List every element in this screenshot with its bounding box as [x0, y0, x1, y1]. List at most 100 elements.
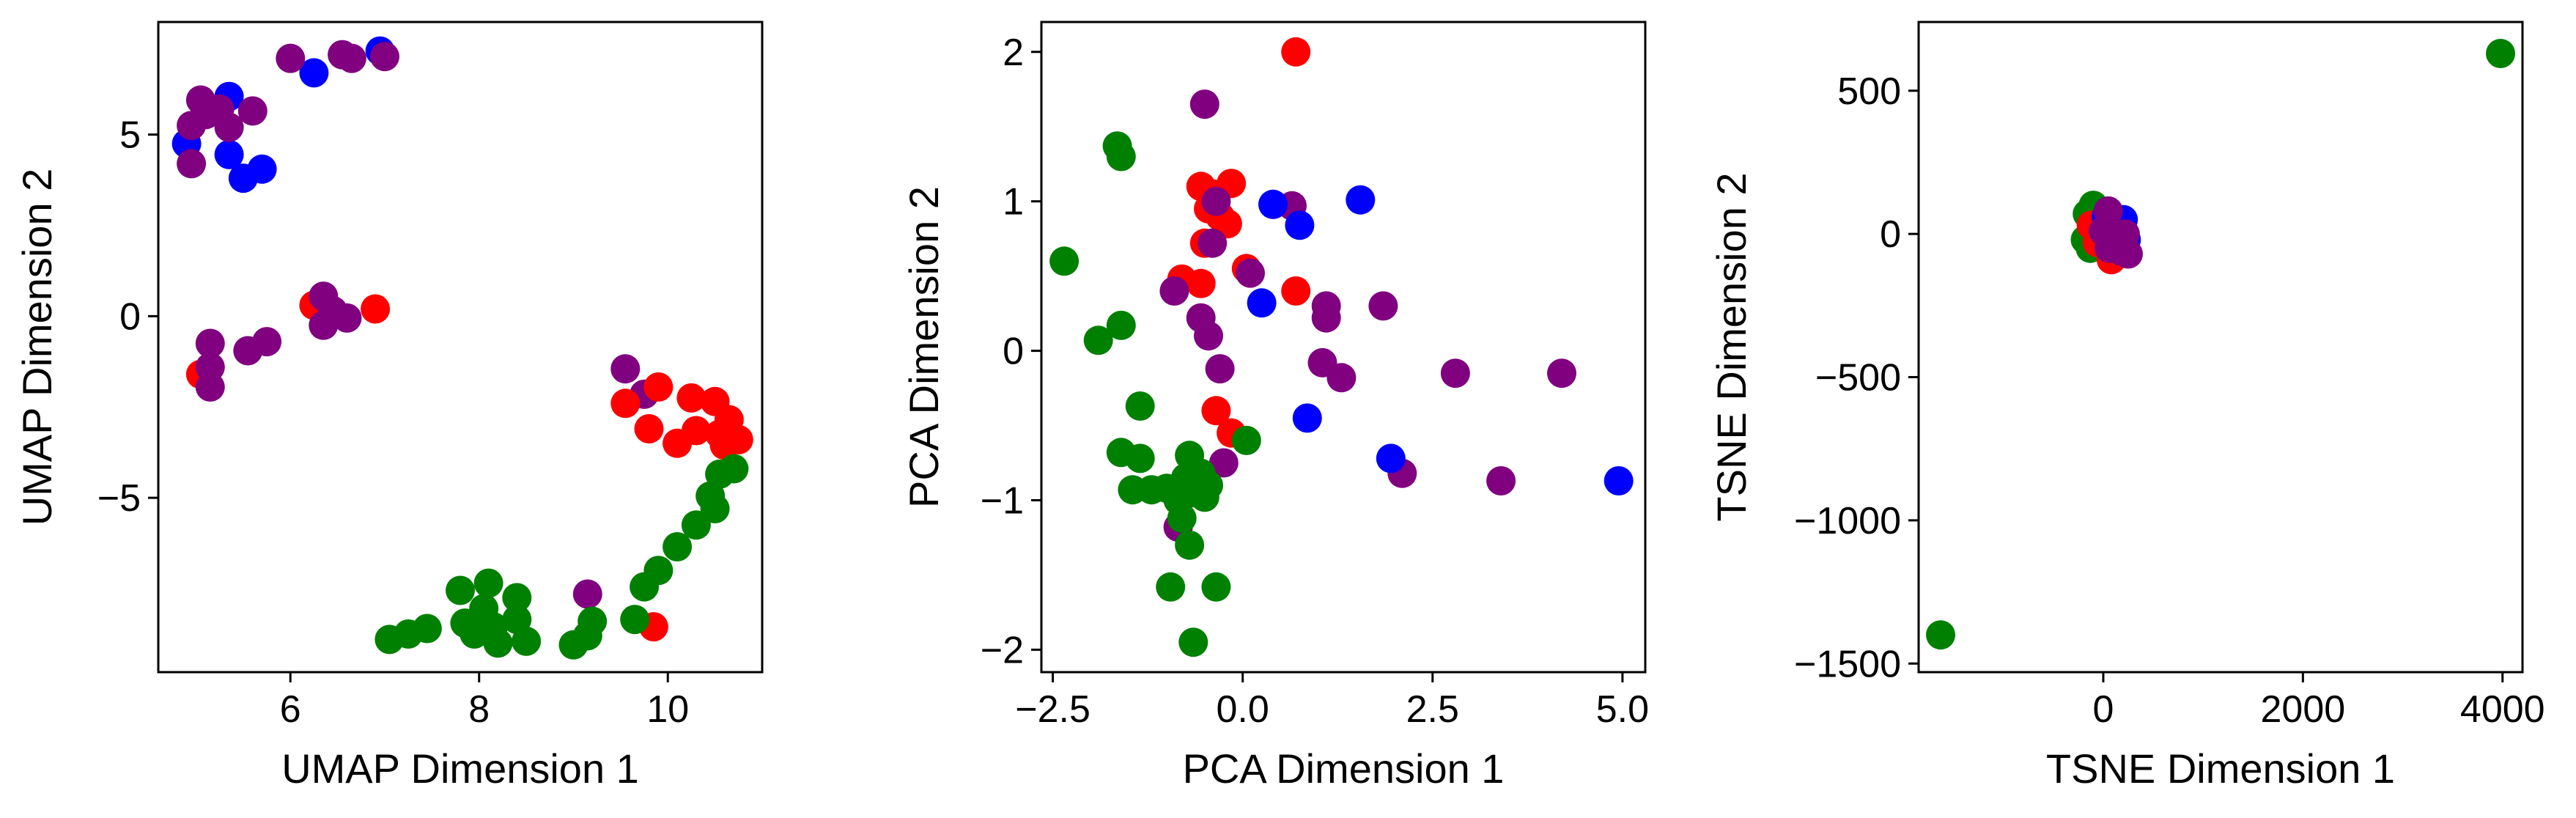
data-point-blue: [1603, 466, 1634, 495]
data-point-green: [1156, 572, 1186, 602]
data-point-green: [1201, 572, 1231, 602]
x-tick-label: 10: [646, 688, 689, 731]
data-point-purple: [1236, 258, 1265, 288]
data-point-red: [1281, 276, 1311, 306]
data-point-blue: [1346, 185, 1376, 215]
data-points: [1926, 39, 2515, 650]
x-tick-label: 2.5: [1406, 688, 1459, 731]
y-tick-label: −1500: [1794, 643, 1901, 685]
data-point-green: [1175, 530, 1205, 560]
data-point-purple: [214, 112, 244, 142]
data-point-purple: [1368, 291, 1398, 321]
data-point-green: [558, 630, 588, 660]
data-point-red: [676, 383, 706, 413]
x-axis-label: TSNE Dimension 1: [2046, 745, 2395, 792]
data-point-green: [705, 459, 735, 489]
data-point-green: [1125, 443, 1155, 474]
x-axis-label: PCA Dimension 1: [1183, 745, 1505, 792]
data-point-red: [361, 294, 391, 324]
data-point-green: [1167, 504, 1197, 533]
data-point-purple: [1440, 358, 1470, 388]
y-axis-label: PCA Dimension 2: [901, 186, 947, 508]
data-points: [171, 36, 753, 660]
data-point-purple: [610, 354, 641, 384]
data-point-purple: [309, 310, 339, 340]
data-point-purple: [1311, 303, 1341, 333]
data-point-green: [483, 628, 513, 658]
data-point-purple: [1197, 228, 1228, 258]
data-point-blue: [214, 139, 244, 169]
x-axis-label: UMAP Dimension 1: [281, 745, 639, 792]
x-tick-label: 0: [2093, 688, 2114, 731]
data-point-purple: [1208, 448, 1239, 478]
data-point-green: [1189, 482, 1219, 512]
x-tick-label: 8: [468, 688, 490, 731]
y-tick-label: 0: [1880, 213, 1901, 256]
panel-pca: −2.5 0.0 2.5 5.0 −2 −1 0 1 2 PCA Dimension 1 PCA D…: [901, 21, 1649, 792]
data-point-blue: [247, 154, 277, 184]
y-tick-label: 1: [1003, 181, 1024, 224]
y-axis-label: TSNE Dimension 2: [1708, 172, 1754, 521]
y-tick-label: 0: [1003, 331, 1024, 373]
data-point-purple: [177, 149, 207, 179]
data-point-red: [643, 372, 673, 402]
data-point-green: [1049, 246, 1080, 276]
data-point-green: [1231, 425, 1261, 455]
data-point-green: [1106, 141, 1136, 172]
y-tick-label: −2: [981, 629, 1024, 671]
data-point-purple: [195, 372, 225, 402]
data-point-purple: [370, 42, 399, 72]
data-point-purple: [572, 579, 602, 609]
y-tick-label: −1000: [1794, 500, 1901, 542]
data-point-red: [1201, 396, 1231, 426]
y-tick-label: 2: [1003, 32, 1024, 74]
data-point-green: [663, 532, 693, 561]
x-tick-label: 5.0: [1596, 688, 1649, 731]
plot-frame: [157, 21, 764, 674]
data-point-green: [1083, 325, 1113, 355]
data-point-red: [709, 430, 739, 460]
data-point-blue: [1376, 443, 1406, 474]
y-axis-label: UMAP Dimension 2: [14, 169, 60, 526]
data-point-green: [1926, 620, 1955, 650]
y-tick-label: −5: [97, 477, 141, 520]
data-point-green: [1178, 627, 1208, 657]
y-tick-label: 5: [119, 114, 141, 157]
data-point-blue: [1292, 403, 1322, 433]
x-tick-label: 2000: [2261, 688, 2346, 731]
data-point-green: [630, 572, 660, 602]
data-point-blue: [299, 58, 329, 88]
plot-frame: [1040, 21, 1647, 674]
data-point-green: [2486, 39, 2515, 68]
data-point-red: [681, 416, 711, 446]
y-tick-label: −1: [981, 480, 1024, 523]
data-point-purple: [1201, 186, 1231, 216]
x-tick-label: −2.5: [1015, 688, 1090, 731]
data-point-purple: [336, 43, 366, 73]
data-points: [1049, 37, 1634, 657]
data-point-blue: [1258, 189, 1288, 219]
data-point-green: [512, 626, 542, 656]
data-point-green: [374, 624, 405, 655]
data-point-purple: [195, 328, 225, 358]
y-tick-label: 500: [1837, 70, 1901, 113]
data-point-purple: [1486, 466, 1516, 495]
data-point-purple: [1326, 363, 1357, 393]
data-point-green: [1106, 310, 1136, 340]
data-point-blue: [1247, 288, 1277, 318]
data-point-green: [460, 619, 490, 649]
data-point-green: [446, 575, 475, 605]
data-point-green: [681, 510, 711, 540]
data-point-purple: [1194, 321, 1223, 351]
data-point-green: [620, 605, 650, 635]
data-point-purple: [237, 96, 267, 126]
data-point-green: [502, 583, 532, 613]
data-point-purple: [1205, 354, 1235, 384]
data-point-blue: [1285, 210, 1315, 240]
data-point-red: [610, 388, 641, 419]
y-tick-label: 0: [119, 295, 141, 338]
y-tick-label: −500: [1815, 357, 1901, 399]
panel-umap: 6 8 10 −5 0 5 UMAP Dimension 1 UMAP Dimension 2: [14, 21, 764, 792]
data-point-green: [1125, 391, 1155, 421]
